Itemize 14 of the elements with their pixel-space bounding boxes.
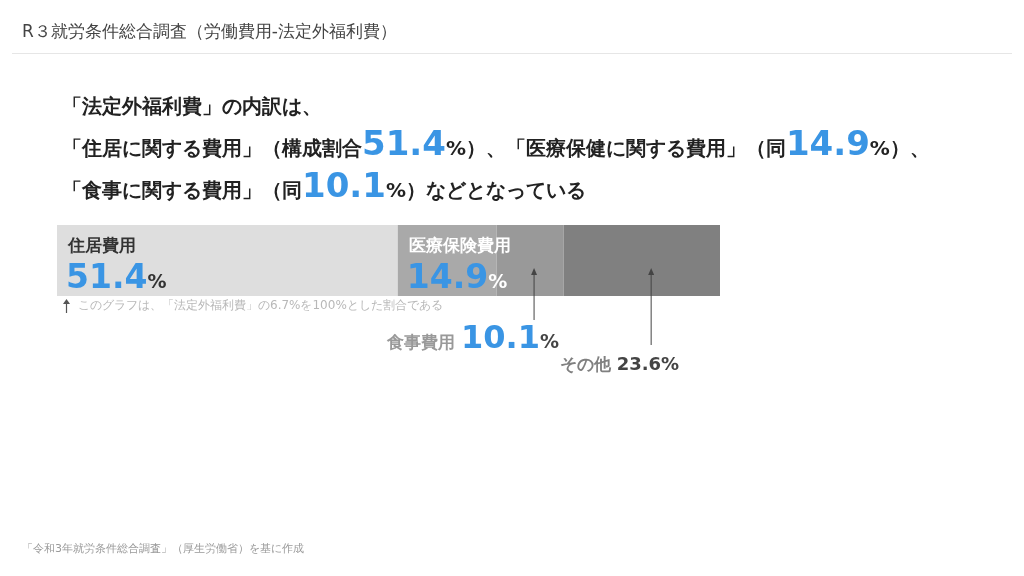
data-label: 10.1% <box>461 318 560 356</box>
text: その他 <box>559 354 617 374</box>
text: このグラフは、「法定外福利費」の6.7%を100%とした割合である <box>78 297 443 314</box>
chart-title: R３就労条件総合調査（労働費用-法定外福利費） <box>22 20 397 43</box>
text: 食事費用 <box>386 332 462 352</box>
data-label: 23.6% <box>616 353 680 374</box>
data-label: 51.4% <box>66 257 167 296</box>
bar <box>563 225 720 296</box>
series-label: 医療保険費用 <box>408 235 511 255</box>
bar <box>57 225 398 296</box>
data-label: 14.9% <box>406 257 508 296</box>
series-label: 住居費用 <box>67 235 136 255</box>
text: 「令和3年就労条件総合調査」（厚生労働省）を基に作成 <box>22 541 304 556</box>
text: 「法定外福利費」の内訳は、「住居に関する費用」（構成割合51.4%）、「医療保健に関する費用」（同14.9%）、「食事に関する費用」（同10.1%）などとなっている <box>62 94 930 205</box>
